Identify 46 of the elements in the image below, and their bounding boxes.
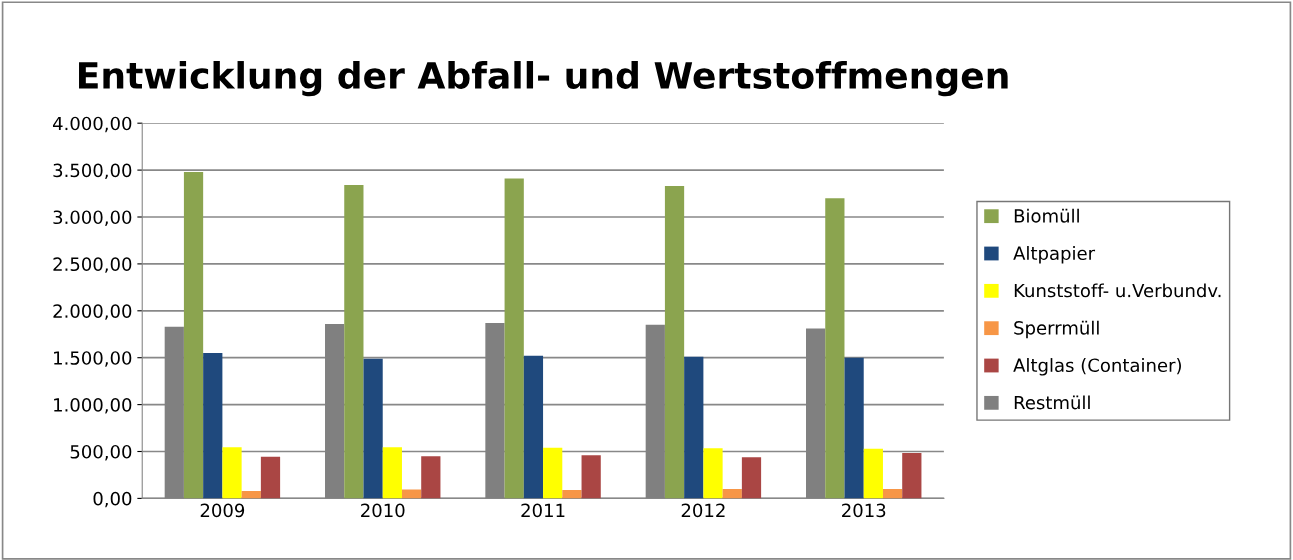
bar [562, 489, 582, 499]
bar [260, 456, 281, 499]
y-tick-label: 3.500,00 [53, 163, 132, 180]
legend-label: Altglas (Container) [1013, 358, 1181, 376]
bar [882, 489, 903, 499]
y-tick-label: 0,00 [93, 491, 132, 508]
legend-label: Altpapier [1013, 246, 1096, 264]
bar [664, 186, 685, 499]
legend-label: Kunststoff- u.Verbundv. [1014, 283, 1221, 298]
bar [863, 448, 883, 499]
legend-label: Restmüll [1014, 395, 1090, 410]
bar [203, 353, 223, 499]
bar [543, 447, 563, 499]
bar [344, 185, 364, 499]
bar [222, 447, 242, 499]
x-tick-label: 2013 [842, 503, 886, 518]
bar [684, 356, 704, 499]
bar [382, 447, 402, 499]
bar [401, 489, 422, 499]
legend-label: Sperrmüll [1014, 320, 1099, 339]
y-tick-label: 3.000,00 [53, 210, 132, 226]
bar [241, 490, 261, 499]
y-tick-label: 2.500,00 [53, 257, 132, 273]
x-tick-label: 2012 [681, 503, 725, 518]
bar [363, 358, 383, 499]
y-tick-label: 1.000,00 [54, 398, 132, 414]
bar [504, 178, 524, 499]
bar [523, 355, 544, 499]
bar [581, 455, 601, 499]
bar [703, 448, 723, 499]
y-tick-label: 1.500,00 [54, 351, 132, 367]
y-tick-label: 4.000,00 [52, 116, 132, 133]
bar [844, 357, 864, 499]
x-tick-label: 2010 [361, 503, 405, 518]
bar [421, 456, 441, 499]
chart-title: Entwicklung der Abfall- und Wertstoffmengen [79, 61, 1008, 97]
y-tick-label: 2.000,00 [53, 304, 132, 320]
legend-label: Biomüll [1014, 208, 1079, 223]
x-tick-label: 2009 [200, 503, 245, 518]
bar [902, 452, 922, 499]
bar [825, 198, 845, 499]
x-tick-label: 2011 [521, 503, 565, 518]
bar [722, 489, 742, 499]
bar [741, 457, 762, 499]
bar [183, 171, 204, 499]
y-tick-label: 500,00 [70, 444, 132, 461]
